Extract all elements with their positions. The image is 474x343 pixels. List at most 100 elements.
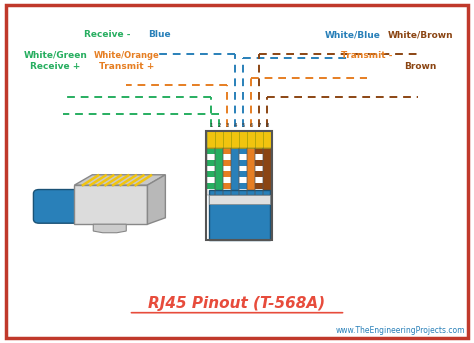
Text: www.TheEngineeringProjects.com: www.TheEngineeringProjects.com	[336, 327, 465, 335]
Bar	[207, 166, 215, 172]
Text: 5: 5	[242, 123, 245, 128]
Text: 4: 4	[234, 123, 237, 128]
Bar	[207, 131, 215, 148]
Bar	[215, 154, 223, 159]
Bar	[231, 131, 239, 148]
Bar	[231, 148, 239, 154]
Text: 8: 8	[265, 123, 269, 128]
Bar	[255, 154, 263, 159]
Bar	[264, 154, 271, 159]
Bar	[231, 177, 239, 184]
Bar	[239, 184, 247, 189]
Bar	[207, 189, 215, 195]
Bar	[223, 166, 231, 172]
Bar	[207, 159, 215, 166]
Bar	[223, 184, 231, 189]
FancyBboxPatch shape	[34, 190, 82, 223]
Bar	[239, 166, 247, 172]
Bar	[231, 172, 239, 177]
Bar	[74, 185, 147, 224]
Bar	[264, 166, 271, 172]
Text: White/Blue: White/Blue	[325, 30, 381, 39]
Bar	[255, 131, 263, 148]
Text: Transmit +: Transmit +	[99, 62, 154, 71]
Bar	[231, 184, 239, 189]
Bar	[264, 148, 271, 195]
Bar	[215, 189, 223, 195]
Bar	[247, 177, 255, 184]
Bar	[264, 172, 271, 177]
Bar	[215, 148, 223, 195]
Bar	[247, 189, 255, 195]
Text: 7: 7	[258, 123, 261, 128]
Bar	[247, 172, 255, 177]
Bar	[207, 148, 215, 154]
Bar	[247, 166, 255, 172]
Polygon shape	[147, 175, 165, 224]
Bar	[215, 172, 223, 177]
Bar	[223, 148, 231, 154]
Bar	[239, 172, 247, 177]
Text: 6: 6	[250, 123, 253, 128]
Text: Blue: Blue	[148, 30, 171, 39]
Bar	[255, 148, 263, 154]
Text: Transmit -: Transmit -	[341, 50, 392, 60]
Text: White/Brown: White/Brown	[388, 30, 454, 39]
Text: Receive +: Receive +	[30, 62, 81, 71]
Bar	[247, 148, 255, 154]
Bar	[206, 131, 273, 239]
Text: Brown: Brown	[405, 62, 437, 71]
Bar	[223, 154, 231, 159]
Bar	[207, 177, 215, 184]
Bar	[209, 195, 270, 204]
Bar	[255, 177, 263, 184]
Bar	[264, 184, 271, 189]
Text: 3: 3	[226, 123, 229, 128]
Bar	[247, 159, 255, 166]
Text: RJ45 Pinout (T-568A): RJ45 Pinout (T-568A)	[148, 296, 326, 311]
Bar	[247, 184, 255, 189]
Text: 1: 1	[210, 123, 213, 128]
Bar	[239, 148, 247, 195]
Bar	[231, 159, 239, 166]
Bar	[255, 148, 263, 195]
Bar	[207, 148, 215, 195]
Bar	[255, 184, 263, 189]
Bar	[264, 189, 271, 195]
Bar	[231, 189, 239, 195]
Bar	[239, 189, 247, 195]
Text: White/Green: White/Green	[24, 50, 88, 60]
Bar	[239, 148, 247, 154]
Bar	[207, 154, 215, 159]
Bar	[231, 148, 239, 195]
Bar	[209, 190, 270, 239]
Bar	[215, 166, 223, 172]
Text: White/Orange: White/Orange	[93, 50, 159, 60]
Polygon shape	[74, 175, 165, 185]
Bar	[223, 172, 231, 177]
Bar	[255, 172, 263, 177]
Bar	[215, 159, 223, 166]
Bar	[247, 131, 255, 148]
Text: 2: 2	[218, 123, 221, 128]
Bar	[255, 189, 263, 195]
Bar	[223, 131, 231, 148]
Bar	[223, 189, 231, 195]
Bar	[239, 177, 247, 184]
Bar	[215, 177, 223, 184]
Bar	[264, 148, 271, 154]
Text: Receive -: Receive -	[84, 30, 131, 39]
Bar	[247, 154, 255, 159]
Bar	[223, 159, 231, 166]
Bar	[206, 148, 273, 195]
Bar	[207, 184, 215, 189]
Bar	[207, 172, 215, 177]
Bar	[231, 166, 239, 172]
Polygon shape	[93, 224, 126, 233]
Bar	[215, 184, 223, 189]
Bar	[223, 148, 231, 195]
Bar	[247, 148, 255, 195]
Bar	[239, 131, 247, 148]
Bar	[215, 131, 223, 148]
Bar	[239, 154, 247, 159]
